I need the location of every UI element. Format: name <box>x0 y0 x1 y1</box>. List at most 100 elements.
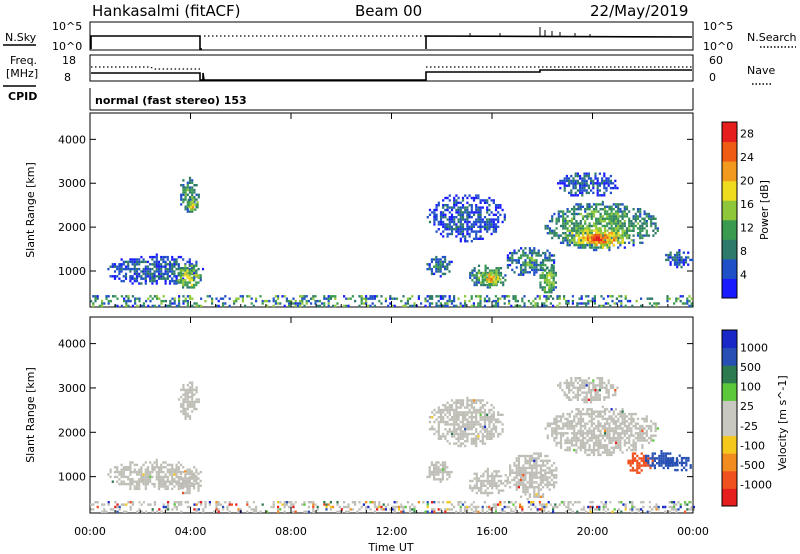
data-cell <box>597 238 601 242</box>
data-cell <box>179 482 182 485</box>
data-cell <box>486 510 489 513</box>
data-cell <box>140 466 143 469</box>
power-colorbar-swatch <box>722 122 737 143</box>
data-cell <box>433 258 436 261</box>
data-cell <box>546 283 549 287</box>
data-cell <box>604 234 607 237</box>
data-cell <box>556 505 559 509</box>
data-cell <box>521 297 524 300</box>
data-cell <box>599 246 602 249</box>
data-cell <box>171 482 174 486</box>
data-cell <box>457 413 460 416</box>
data-cell <box>190 267 194 271</box>
data-cell <box>177 281 180 284</box>
data-cell <box>613 234 616 237</box>
data-cell <box>538 501 541 504</box>
data-cell <box>612 422 615 425</box>
data-cell <box>544 476 547 479</box>
data-cell <box>439 304 442 308</box>
data-cell <box>604 510 607 513</box>
data-cell <box>175 277 178 280</box>
data-cell <box>499 297 502 300</box>
data-cell <box>186 181 189 184</box>
data-cell <box>546 274 549 277</box>
data-cell <box>582 241 585 244</box>
data-cell <box>124 272 128 276</box>
data-cell <box>612 393 615 397</box>
data-cell <box>188 181 192 184</box>
data-cell <box>380 505 383 509</box>
data-cell <box>675 297 678 300</box>
data-cell <box>645 215 648 218</box>
data-cell <box>332 295 335 298</box>
data-cell <box>647 212 651 216</box>
data-cell <box>658 464 661 467</box>
data-cell <box>400 505 403 509</box>
data-cell <box>543 288 546 291</box>
data-cell <box>593 238 596 242</box>
data-cell <box>675 462 678 465</box>
data-cell <box>533 493 536 496</box>
data-cell <box>593 229 596 232</box>
data-cell <box>545 503 548 506</box>
data-cell <box>612 220 615 223</box>
data-cell <box>506 256 509 260</box>
data-cell <box>531 457 534 460</box>
data-cell <box>528 495 531 498</box>
data-cell <box>428 470 431 474</box>
data-cell <box>481 404 484 407</box>
data-cell <box>573 415 576 418</box>
data-cell <box>655 503 658 506</box>
data-cell <box>522 481 525 484</box>
data-cell <box>566 215 569 218</box>
data-cell <box>336 503 339 506</box>
data-cell <box>614 420 618 423</box>
data-cell <box>195 400 198 404</box>
data-cell <box>619 422 622 425</box>
data-cell <box>543 503 546 506</box>
data-cell <box>643 420 646 423</box>
data-cell <box>572 391 575 394</box>
data-cell <box>433 216 436 219</box>
data-cell <box>484 484 487 487</box>
data-cell <box>270 505 273 509</box>
power-region <box>481 273 502 286</box>
data-cell <box>188 388 192 392</box>
data-cell <box>590 422 593 425</box>
data-cell <box>129 480 132 483</box>
data-cell <box>480 479 483 483</box>
data-cell <box>455 510 458 513</box>
data-cell <box>579 239 582 242</box>
data-cell <box>586 203 589 206</box>
data-cell <box>453 420 456 424</box>
data-cell <box>601 446 604 449</box>
data-cell <box>528 481 531 484</box>
data-cell <box>619 434 622 437</box>
data-cell <box>570 234 574 237</box>
data-cell <box>583 179 586 183</box>
data-cell <box>448 232 451 236</box>
data-cell <box>570 427 574 430</box>
data-cell <box>579 448 582 452</box>
data-cell <box>155 267 158 271</box>
data-cell <box>557 234 560 237</box>
data-cell <box>617 412 620 416</box>
data-cell <box>631 459 634 462</box>
data-cell <box>617 424 620 428</box>
data-cell <box>563 393 566 397</box>
data-cell <box>164 487 167 491</box>
data-cell <box>448 223 451 226</box>
data-cell <box>197 276 200 279</box>
data-cell <box>590 410 593 413</box>
data-cell <box>537 483 540 486</box>
data-cell <box>131 267 134 271</box>
data-cell <box>591 236 594 239</box>
data-cell <box>167 508 170 511</box>
data-cell <box>336 501 339 504</box>
data-cell <box>116 267 119 271</box>
data-cell <box>575 212 578 216</box>
data-cell <box>528 256 531 260</box>
data-cell <box>606 246 609 249</box>
data-cell <box>442 225 445 228</box>
data-cell <box>173 263 176 266</box>
